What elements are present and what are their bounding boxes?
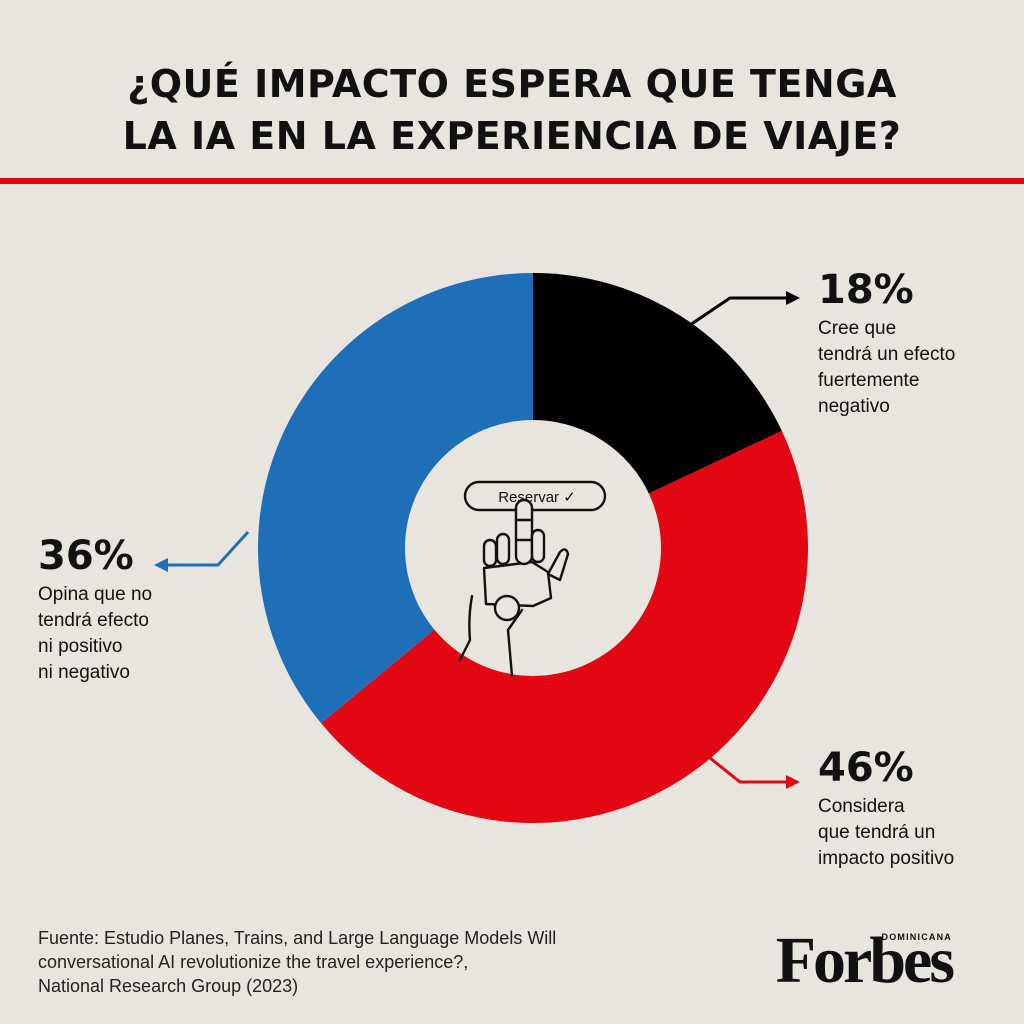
arrowhead-positive — [786, 775, 800, 789]
title-line-1: ¿QUÉ IMPACTO ESPERA QUE TENGA — [127, 62, 897, 106]
leader-line-negative — [689, 296, 792, 327]
donut-slice-neutral — [258, 273, 533, 724]
source-note: Fuente: Estudio Planes, Trains, and Larg… — [38, 928, 557, 996]
forbes-edition: DOMINICANA — [881, 932, 952, 942]
title-line-2: LA IA EN LA EXPERIENCIA DE VIAJE? — [122, 114, 902, 158]
reservar-button-shape — [463, 480, 607, 512]
description-neutral: Opina que no tendrá efecto ni positivo n… — [38, 584, 153, 683]
description-negative: Cree que tendrá un efecto fuertemente ne… — [818, 318, 956, 417]
annotation-neutral: 36% Opina que no tendrá efecto ni positi… — [38, 534, 152, 686]
leader-line-positive — [709, 756, 792, 784]
leader-lines — [154, 291, 800, 789]
title-divider — [0, 178, 1024, 184]
robot-forearm — [458, 594, 474, 662]
robot-wrist-joint — [493, 594, 521, 622]
annotation-negative: 18% Cree que tendrá un efecto fuertement… — [818, 268, 955, 420]
robot-hand-icon: Reservar ✓ — [458, 480, 607, 678]
forbes-wordmark: Forbes — [775, 924, 955, 997]
robot-thumb — [546, 548, 570, 582]
reservar-button-label: Reservar ✓ — [498, 489, 576, 506]
description-positive: Considera que tendrá un impacto positivo — [818, 796, 955, 869]
percent-negative: 18% — [818, 267, 914, 313]
robot-finger-2 — [495, 532, 511, 566]
percent-positive: 46% — [818, 745, 914, 791]
arrowhead-negative — [786, 291, 800, 305]
annotation-positive: 46% Considera que tendrá un impacto posi… — [818, 746, 954, 872]
leader-line-neutral — [162, 530, 250, 567]
page-title: ¿QUÉ IMPACTO ESPERA QUE TENGA LA IA EN L… — [0, 58, 1024, 162]
robot-finger-3 — [530, 528, 546, 564]
robot-finger-1 — [482, 538, 498, 568]
forbes-logo: Forbes DOMINICANA — [760, 922, 990, 997]
arrowhead-neutral — [154, 558, 168, 572]
percent-neutral: 36% — [38, 533, 134, 579]
robot-palm — [482, 560, 553, 608]
robot-index-finger — [514, 498, 534, 566]
